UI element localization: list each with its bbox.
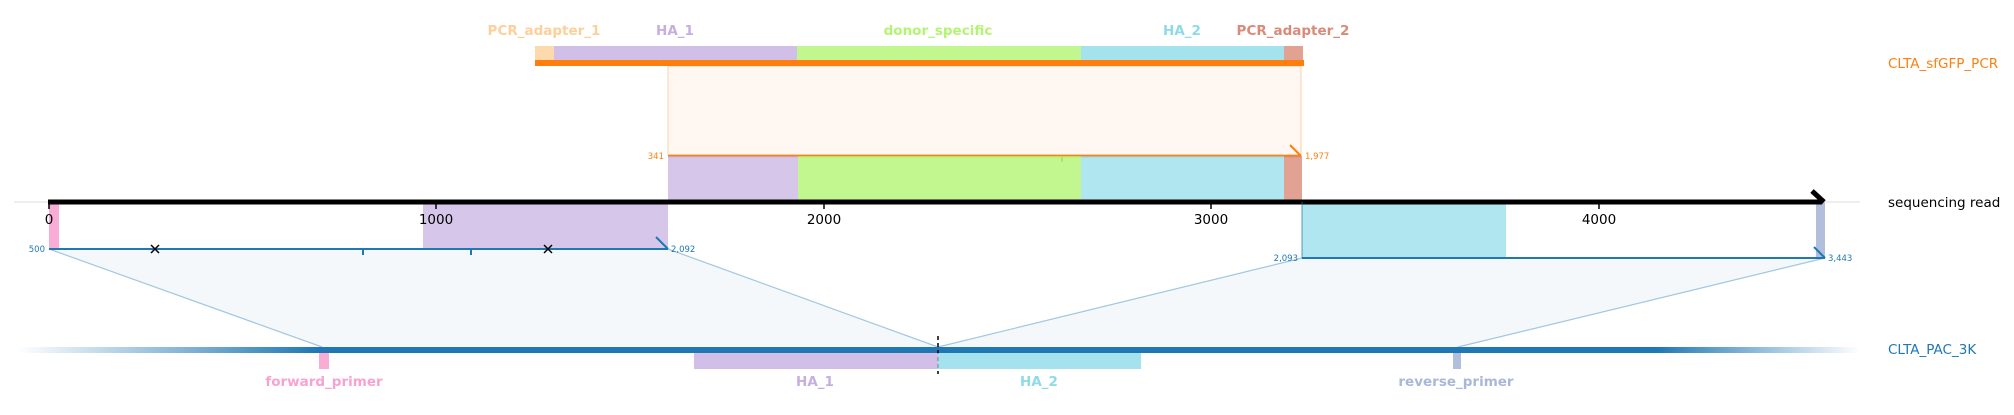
read-feature-forward-primer [49,202,59,248]
sequencing-read-track: 0 1000 2000 3000 4000 sequencing read [14,189,2000,228]
top-feature-pcr-adapter-1 [535,46,554,62]
bottom-feature-label: reverse_primer [1398,374,1514,390]
read-axis-tick-label: 1000 [419,212,453,228]
bottom-left-alignment-edge [667,248,939,348]
top-reference-name: CLTA_sfGFP_PCR [1888,56,1998,72]
bottom-feature-ha-1 [694,353,938,369]
bottom-right-alignment-end-hook [1813,246,1826,259]
top-alignment-end-label: 1,977 [1305,152,1329,162]
read-feature-ha-1 [668,156,798,202]
top-feature-ha-1 [554,46,797,62]
read-feature-ha-2 [1302,202,1506,257]
top-feature-label: HA_2 [1163,23,1201,39]
bottom-feature-forward-primer [319,353,329,369]
top-feature-label: PCR_adapter_1 [488,23,601,39]
bottom-right-alignment-end-label: 3,443 [1828,254,1852,264]
bottom-feature-label: HA_2 [1020,374,1058,390]
top-feature-label: HA_1 [656,23,694,39]
top-feature-pcr-adapter-2 [1284,46,1303,62]
bottom-feature-reverse-primer [1453,353,1461,369]
bottom-right-alignment-edge [1457,257,1826,348]
bottom-feature-label: forward_primer [265,374,383,390]
bottom-left-alignment: 500 2,092 [29,236,939,348]
read-feature-pcr-adapter-2 [1284,156,1302,202]
top-feature-label: donor_specific [884,23,993,39]
sequencing-read-name: sequencing read [1888,195,2000,211]
bottom-left-alignment-edge [48,248,323,348]
read-feature-ha-1 [423,202,668,248]
read-features-top [668,156,1302,202]
bottom-right-alignment-start-label: 2,093 [1274,254,1298,264]
top-feature-ha-2 [1081,46,1284,62]
read-feature-reverse-primer [1816,202,1825,257]
top-feature-donor-specific [797,46,1081,62]
read-feature-ha-2 [1081,156,1284,202]
bottom-right-alignment: 2,093 3,443 [937,202,1852,348]
bottom-left-alignment-start-label: 500 [29,245,45,255]
bottom-left-alignment-end-hook [655,236,669,250]
read-feature-donor-specific [798,156,1081,202]
bottom-left-alignment-band [49,249,938,347]
bottom-reference-bar [317,347,1657,353]
bottom-reference-track: forward_primer HA_1 HA_2 reverse_primer … [18,336,1977,390]
top-reference-bar [535,60,1304,66]
top-alignment-end-hook [1289,144,1302,157]
mismatch-x-icon [150,244,160,254]
top-reference-track: PCR_adapter_1 HA_1 donor_specific HA_2 P… [488,23,1999,72]
bottom-right-alignment-edge [937,257,1303,348]
read-axis-tick-label: 0 [45,212,54,228]
bottom-feature-ha-2 [938,353,1141,369]
read-axis-tick-label: 4000 [1582,212,1616,228]
top-alignment-start-label: 341 [648,152,664,162]
bottom-left-alignment-end-label: 2,092 [671,245,695,255]
read-axis-tick-label: 3000 [1194,212,1228,228]
read-axis-end-hook [1810,189,1826,204]
bottom-reference-bar-fade-right [1656,347,1860,353]
top-alignment: 341 1,977 [648,65,1329,162]
top-feature-label: PCR_adapter_2 [1237,23,1350,39]
bottom-feature-label: HA_1 [796,374,834,390]
read-features-bottom [49,202,1825,257]
bottom-right-alignment-band [938,258,1825,347]
bottom-reference-bar-fade-left [18,347,318,353]
bottom-reference-name: CLTA_PAC_3K [1888,342,1977,358]
read-axis-tick-label: 2000 [807,212,841,228]
mismatch-x-icon [543,244,553,254]
top-alignment-band [667,65,1302,156]
